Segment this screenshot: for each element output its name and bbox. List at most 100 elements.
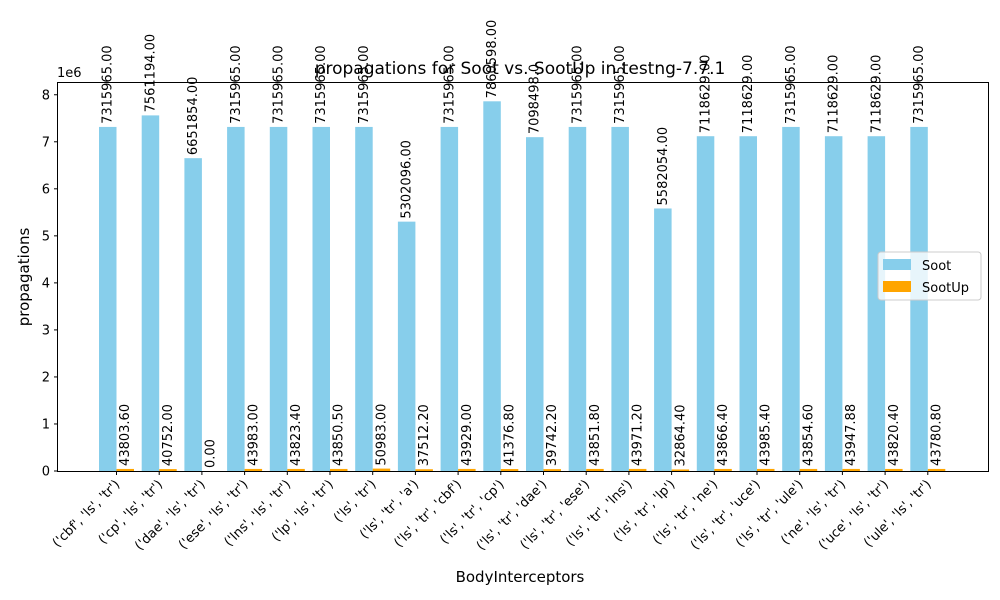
- bar-soot-12: [611, 126, 629, 472]
- bar-label-soot-9: 7860598.00: [485, 20, 500, 99]
- bar-label-soot-15: 7118629.00: [741, 55, 756, 134]
- legend-swatch-sootup: [883, 281, 911, 292]
- bar-label-soot-16: 7315965.00: [784, 45, 799, 124]
- bar-soot-10: [526, 137, 544, 471]
- bar-sootup-0: [116, 468, 134, 471]
- bar-soot-16: [782, 126, 800, 472]
- y-tick-label: 4: [42, 276, 50, 291]
- bar-soot-13: [654, 208, 672, 471]
- bar-label-sootup-8: 43929.00: [460, 404, 475, 466]
- bar-soot-9: [483, 101, 501, 471]
- y-tick-label: 5: [42, 229, 50, 244]
- bar-soot-11: [568, 126, 587, 472]
- y-tick-label: 2: [42, 370, 50, 385]
- bar-label-sootup-12: 43971.20: [631, 404, 646, 466]
- bar-label-soot-3: 7315965.00: [229, 45, 244, 124]
- bar-soot-2: [184, 158, 202, 471]
- bar-label-soot-7: 5302096.00: [400, 140, 415, 219]
- bar-sootup-1: [159, 469, 177, 471]
- bar-sootup-4: [287, 468, 305, 471]
- bar-label-soot-17: 7118629.00: [827, 55, 842, 134]
- bar-soot-4: [269, 126, 288, 472]
- bar-label-soot-0: 7315965.00: [101, 45, 116, 124]
- y-tick-label: 0: [42, 465, 50, 480]
- y-tick-label: 8: [42, 88, 50, 103]
- bar-label-sootup-13: 32864.40: [673, 404, 688, 466]
- bar-sootup-16: [799, 468, 818, 471]
- y-tick-label: 7: [42, 135, 50, 150]
- legend-label-sootup: SootUp: [922, 281, 969, 296]
- bar-label-soot-1: 7561194.00: [143, 34, 158, 113]
- bar-soot-1: [141, 115, 160, 471]
- bar-label-soot-13: 5582054.00: [656, 127, 671, 206]
- legend-swatch-soot: [883, 259, 911, 270]
- y-axis-title: propagations: [15, 228, 33, 327]
- bar-label-sootup-17: 43947.88: [844, 404, 859, 466]
- bar-sootup-11: [586, 468, 604, 471]
- bar-sootup-6: [372, 468, 391, 471]
- bar-label-sootup-16: 43854.60: [801, 404, 816, 466]
- bar-label-sootup-18: 43820.40: [887, 404, 902, 466]
- bar-soot-15: [739, 136, 757, 471]
- bar-label-sootup-2: 0.00: [204, 439, 219, 468]
- bar-label-sootup-14: 43866.40: [716, 404, 731, 466]
- bar-sootup-13: [671, 469, 690, 471]
- legend-label-soot: Soot: [922, 259, 951, 274]
- bar-label-sootup-6: 50983.00: [374, 404, 389, 466]
- bar-label-soot-18: 7118629.00: [869, 55, 884, 134]
- bars-layer: [99, 101, 946, 472]
- bar-soot-0: [99, 126, 117, 472]
- bar-soot-8: [440, 126, 459, 472]
- bar-label-soot-5: 7315965.00: [314, 45, 329, 124]
- bar-sootup-7: [415, 469, 433, 471]
- bar-label-sootup-19: 43780.80: [930, 404, 945, 466]
- bar-label-soot-11: 7315965.00: [570, 45, 585, 124]
- bar-label-sootup-9: 41376.80: [503, 404, 518, 466]
- bar-label-sootup-0: 43803.60: [118, 404, 133, 466]
- bar-sootup-14: [714, 468, 732, 471]
- bar-sootup-18: [885, 468, 903, 471]
- bar-sootup-15: [757, 468, 775, 471]
- bar-sootup-10: [543, 469, 561, 471]
- bar-sootup-17: [842, 468, 860, 471]
- bar-label-sootup-15: 43985.40: [759, 404, 774, 466]
- bar-sootup-9: [500, 469, 519, 471]
- bar-label-sootup-5: 43850.50: [332, 404, 347, 466]
- bar-sootup-5: [330, 468, 348, 471]
- bar-soot-7: [397, 221, 416, 471]
- bar-label-sootup-4: 43823.40: [289, 404, 304, 466]
- bar-label-soot-6: 7315965.00: [357, 45, 372, 124]
- bar-sootup-3: [244, 468, 263, 471]
- bar-soot-18: [867, 136, 886, 471]
- bar-label-soot-10: 7098498.0: [528, 64, 543, 134]
- y-tick-label: 1: [42, 417, 50, 432]
- y-axis-multiplier: 1e6: [57, 66, 82, 81]
- bar-label-soot-12: 7315965.00: [613, 45, 628, 124]
- bar-label-soot-2: 6651854.00: [186, 77, 201, 156]
- bar-label-soot-4: 7315965.00: [272, 45, 287, 124]
- bar-sootup-19: [927, 468, 946, 471]
- bar-labels-layer: 7315965.00 7561194.00 6651854.00 7315965.00…: [101, 20, 945, 468]
- legend: Soot SootUp: [877, 251, 982, 301]
- bar-label-soot-14: 7118629.00: [699, 55, 714, 134]
- x-axis-title: BodyInterceptors: [456, 568, 585, 586]
- axes-layer: [57, 82, 989, 472]
- bar-label-sootup-7: 37512.20: [417, 404, 432, 466]
- bar-soot-5: [312, 126, 330, 472]
- bar-soot-17: [824, 136, 843, 471]
- bar-label-soot-19: 7315965.00: [912, 45, 927, 124]
- bar-label-sootup-10: 39742.20: [545, 404, 560, 466]
- plot-frame: [57, 82, 989, 472]
- bar-label-sootup-3: 43983.00: [246, 404, 261, 466]
- bar-soot-14: [696, 136, 715, 471]
- bar-sootup-12: [628, 468, 647, 471]
- bar-label-sootup-1: 40752.00: [161, 404, 176, 466]
- chart-title: propagations for Soot vs. SootUp in test…: [315, 59, 726, 79]
- y-tick-label: 3: [42, 323, 50, 338]
- bar-soot-3: [227, 126, 245, 472]
- bar-label-soot-8: 7315965.00: [442, 45, 457, 124]
- bar-label-sootup-11: 43851.80: [588, 404, 603, 466]
- y-tick-label: 6: [42, 182, 50, 197]
